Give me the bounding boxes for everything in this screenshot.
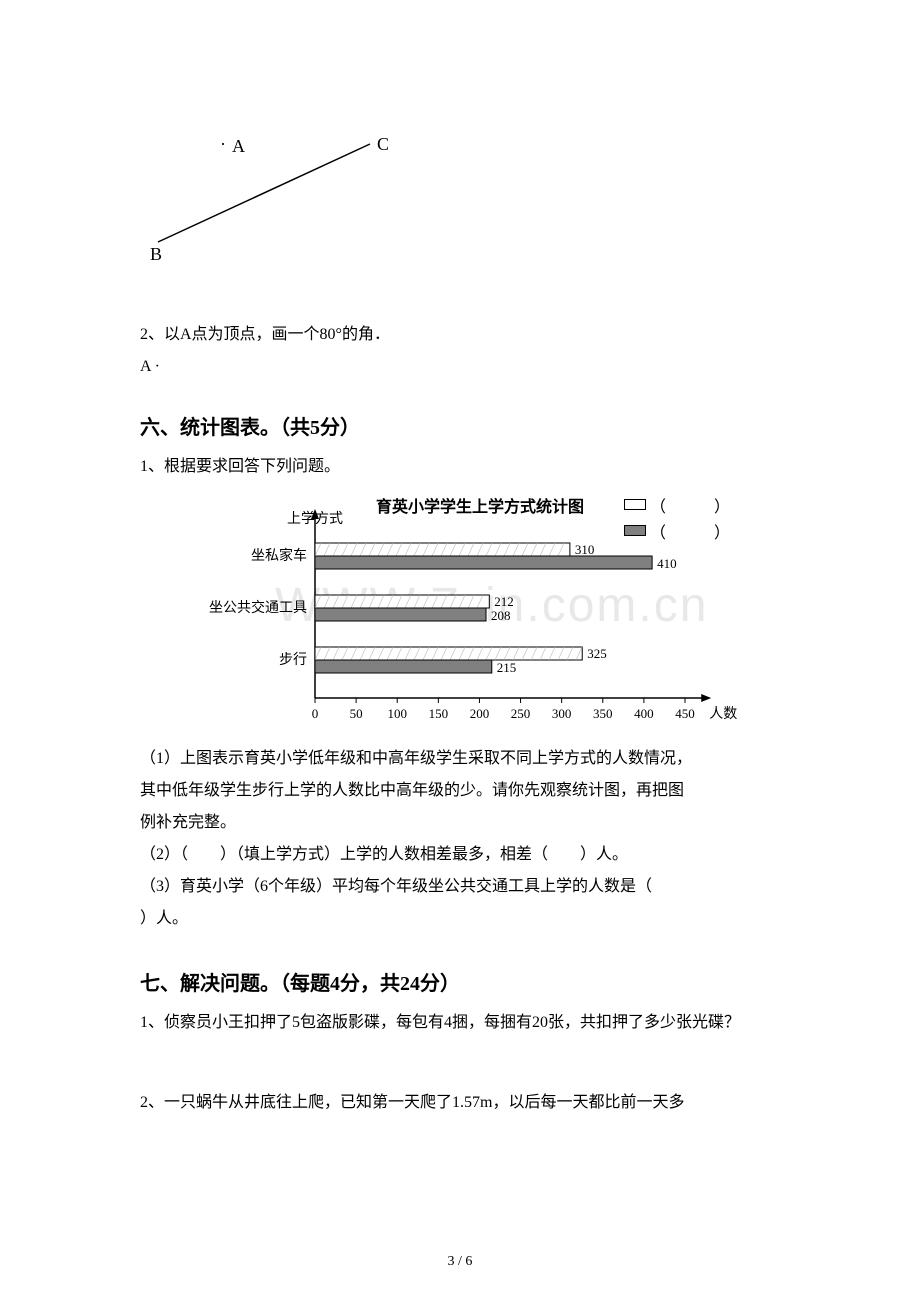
section7-heading: 七、解决问题。（每题4分，共24分） bbox=[140, 967, 780, 996]
point-a-label: A bbox=[232, 136, 245, 156]
point-b-label: B bbox=[150, 244, 162, 264]
svg-text:300: 300 bbox=[552, 706, 572, 721]
q2-text: 2、以A点为顶点，画一个80°的角． bbox=[140, 320, 780, 350]
svg-text:212: 212 bbox=[494, 594, 514, 609]
page-number: 3 / 6 bbox=[0, 1254, 920, 1270]
commute-chart: 育英小学学生上学方式统计图 （ ） （ ） WWW.Z in.com.cn 上学… bbox=[200, 493, 740, 733]
svg-text:400: 400 bbox=[634, 706, 654, 721]
subq-line6: ）人。 bbox=[140, 903, 780, 935]
subq-line2: 其中低年级学生步行上学的人数比中高年级的少。请你先观察统计图，再把图 bbox=[140, 775, 780, 807]
section7-q2: 2、一只蜗牛从井底往上爬，已知第一天爬了1.57m，以后每一天都比前一天多 bbox=[140, 1088, 780, 1118]
svg-text:150: 150 bbox=[429, 706, 449, 721]
svg-text:310: 310 bbox=[575, 542, 595, 557]
svg-text:0: 0 bbox=[312, 706, 319, 721]
svg-text:410: 410 bbox=[657, 556, 677, 571]
point-c-label: C bbox=[377, 134, 389, 154]
svg-text:450: 450 bbox=[675, 706, 695, 721]
svg-text:250: 250 bbox=[511, 706, 531, 721]
subq-line5: （3）育英小学（6个年级）平均每个年级坐公共交通工具上学的人数是（ bbox=[140, 871, 780, 903]
svg-text:100: 100 bbox=[387, 706, 407, 721]
section7-q1: 1、侦察员小王扣押了5包盗版影碟，每包有4捆，每捆有20张，共扣押了多少张光碟？ bbox=[140, 1008, 780, 1038]
line-bc-svg: · A C B bbox=[140, 130, 460, 290]
section6-q1: 1、根据要求回答下列问题。 bbox=[140, 452, 780, 482]
svg-text:坐私家车: 坐私家车 bbox=[251, 547, 307, 564]
svg-text:坐公共交通工具: 坐公共交通工具 bbox=[209, 599, 307, 616]
svg-text:50: 50 bbox=[350, 706, 363, 721]
svg-text:325: 325 bbox=[587, 646, 607, 661]
subq-line3: 例补充完整。 bbox=[140, 807, 780, 839]
section6-heading: 六、统计图表。（共5分） bbox=[140, 411, 780, 440]
svg-text:人数: 人数 bbox=[709, 706, 737, 722]
subq-line1: （1）上图表示育英小学低年级和中高年级学生采取不同上学方式的人数情况， bbox=[140, 743, 780, 775]
point-a-dot: · bbox=[220, 134, 226, 154]
svg-text:350: 350 bbox=[593, 706, 613, 721]
svg-text:215: 215 bbox=[497, 660, 517, 675]
svg-text:步行: 步行 bbox=[279, 652, 307, 668]
q2-point-a: A · bbox=[140, 358, 780, 376]
barchart-svg: 上学方式050100150200250300350400450人数坐私家车310… bbox=[200, 493, 740, 733]
svg-text:200: 200 bbox=[470, 706, 490, 721]
svg-text:208: 208 bbox=[491, 608, 511, 623]
geometry-diagram-abc: · A C B bbox=[140, 130, 780, 300]
subq-line4: （2）（ ）（填上学方式）上学的人数相差最多，相差（ ）人。 bbox=[140, 839, 780, 871]
